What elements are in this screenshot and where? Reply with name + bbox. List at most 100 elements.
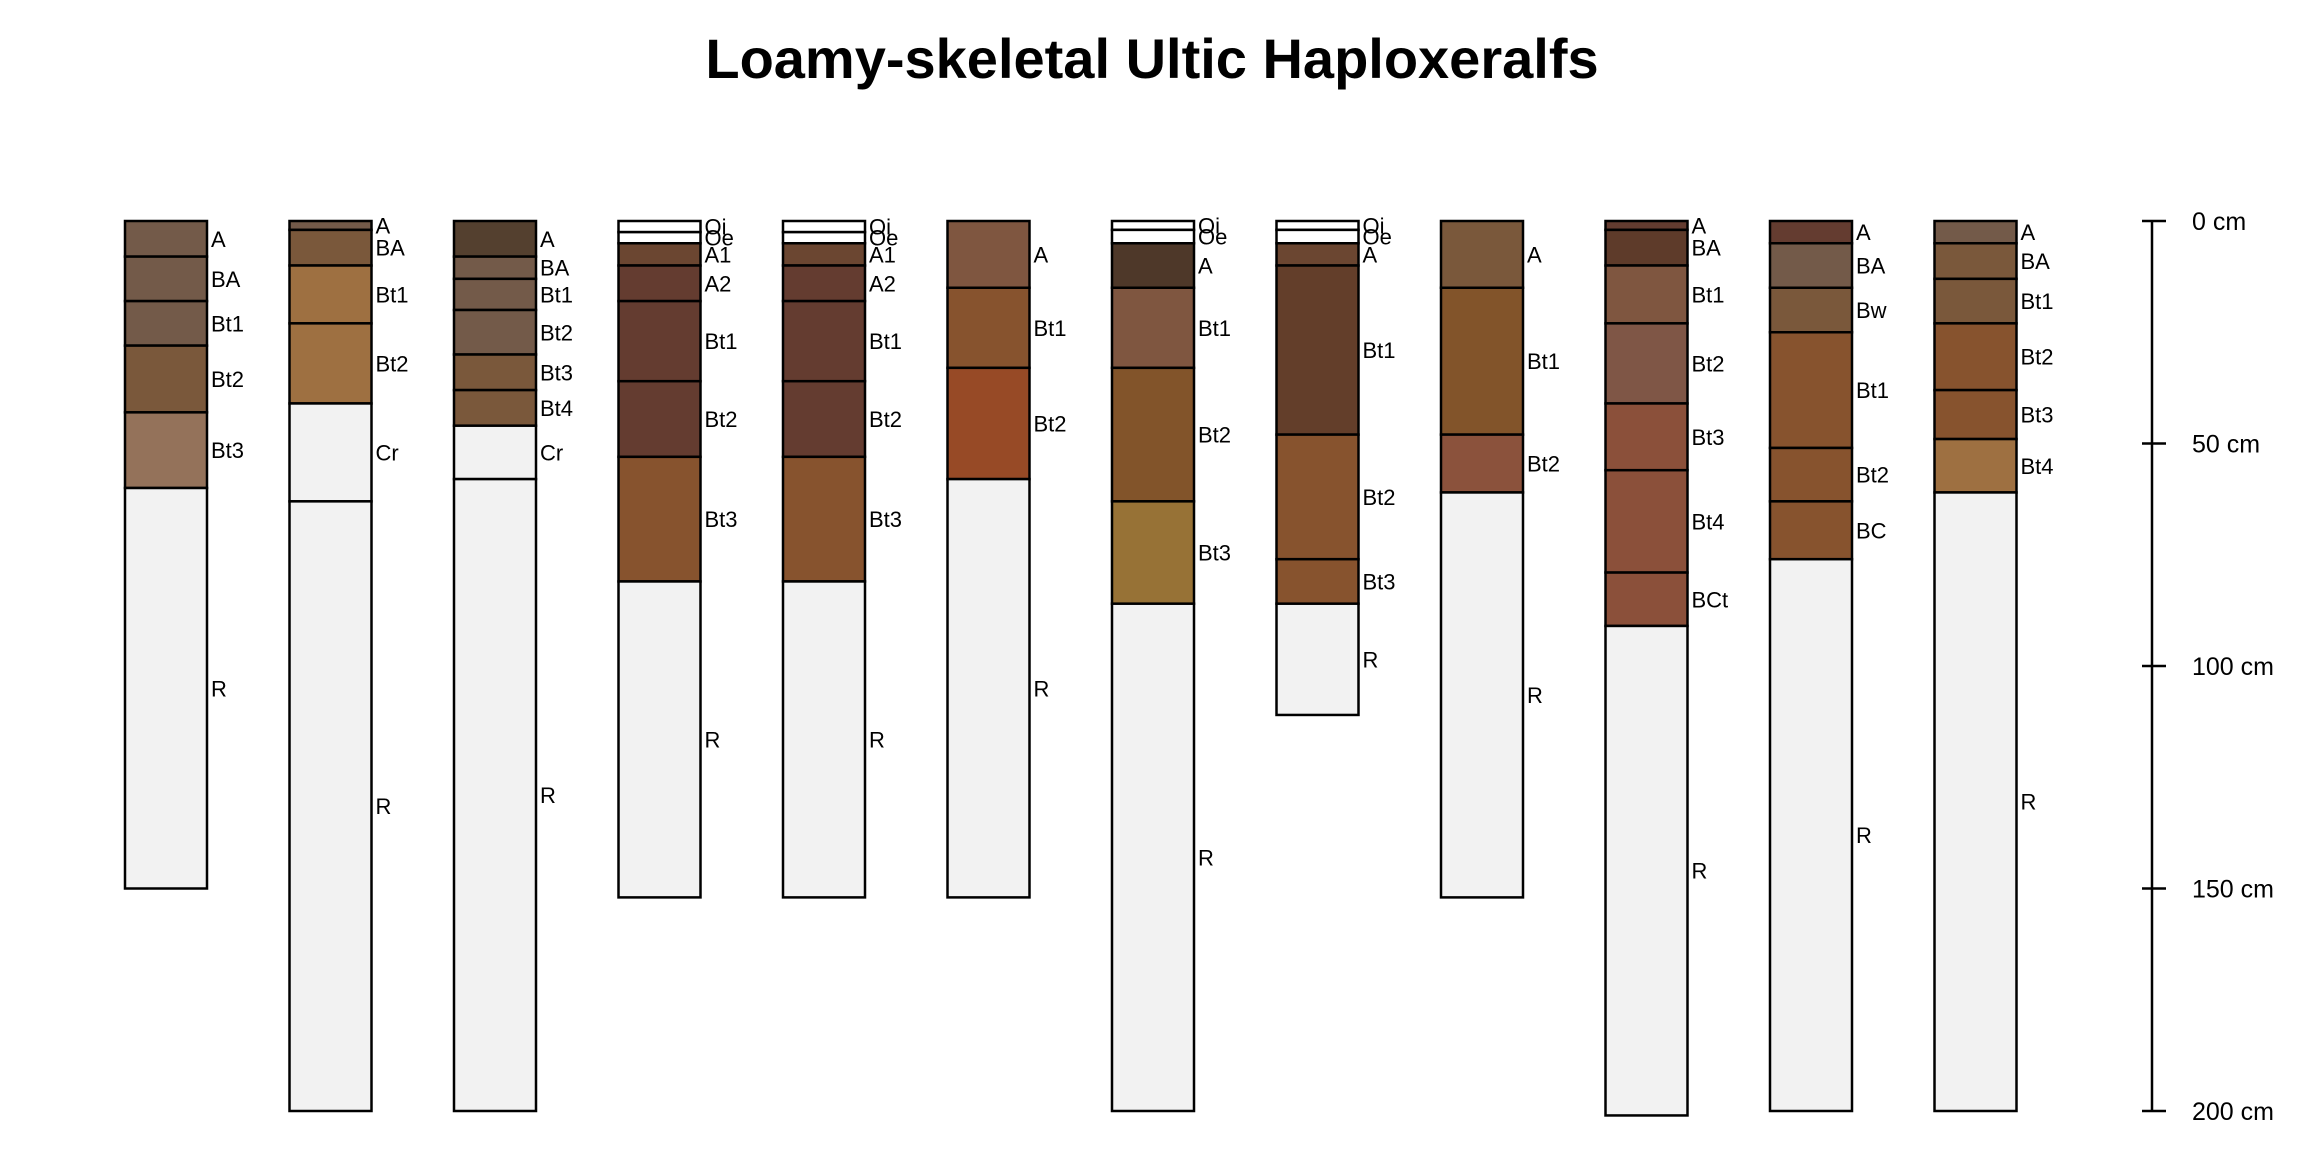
horizon-label: Oe xyxy=(1198,225,1227,250)
horizon-rect xyxy=(1933,219,2018,245)
horizon-rect xyxy=(1275,242,1360,267)
soil-profile: A Bt1 Bt2 R xyxy=(946,219,1067,899)
horizon-rect xyxy=(1604,624,1689,1117)
horizon-label: A2 xyxy=(869,271,896,296)
horizon-rect xyxy=(1110,602,1196,1113)
horizon-label: Bt1 xyxy=(1034,316,1067,341)
horizon-label: Bt3 xyxy=(211,438,244,463)
horizon-rect xyxy=(452,308,538,356)
horizon-label: A xyxy=(1034,242,1049,267)
horizon-rect xyxy=(452,219,538,258)
horizon-label: Bt2 xyxy=(1034,411,1067,436)
horizon-label: A xyxy=(1856,220,1871,245)
horizon-label: Oi xyxy=(869,215,891,240)
horizon-label: Bt1 xyxy=(2021,289,2054,314)
horizon-rect xyxy=(288,322,373,405)
profiles-group: ABABt1Bt2Bt3RABABt1Bt2CrRABABt1Bt2Bt3Bt4… xyxy=(123,213,2054,1117)
horizon-label: BA xyxy=(211,267,241,292)
horizon-rect xyxy=(1439,286,1525,436)
horizon-label: Bt3 xyxy=(540,360,573,385)
horizon-rect xyxy=(781,242,867,267)
horizon-rect xyxy=(1439,433,1525,494)
horizon-label: Bt2 xyxy=(1527,452,1560,477)
horizon-label: Oi xyxy=(1198,213,1220,238)
horizon-label: R xyxy=(2021,790,2037,815)
horizon-rect xyxy=(1439,219,1525,289)
horizon-label: Oe xyxy=(705,226,734,251)
horizon-rect xyxy=(288,228,373,267)
horizon-label: Bt2 xyxy=(1692,351,1725,376)
horizon-label: Cr xyxy=(540,440,563,465)
horizon-rect xyxy=(1275,557,1360,605)
horizon-rect xyxy=(1933,437,2018,494)
horizon-rect xyxy=(617,230,702,245)
horizon-label: A xyxy=(1363,242,1378,267)
horizon-label: Bt4 xyxy=(540,396,573,421)
horizon-label: Oi xyxy=(705,215,727,240)
horizon-rect xyxy=(1110,242,1196,289)
soil-profile: A BA Bt1 Bt2 Bt3 R xyxy=(123,219,244,890)
horizon-rect xyxy=(617,299,702,383)
horizon-label: Bt2 xyxy=(705,407,738,432)
horizon-label: R xyxy=(1198,845,1214,870)
horizon-rect xyxy=(946,366,1031,481)
horizon-label: Bt1 xyxy=(1856,378,1889,403)
horizon-rect xyxy=(1768,242,1854,289)
horizon-label: Bt1 xyxy=(211,311,244,336)
horizon-rect xyxy=(1275,228,1360,245)
horizon-label: R xyxy=(1692,859,1708,884)
horizon-rect xyxy=(617,580,702,899)
horizon-rect xyxy=(1110,219,1196,232)
horizon-label: R xyxy=(1527,683,1543,708)
horizon-rect xyxy=(1768,286,1854,334)
horizon-rect xyxy=(781,455,867,583)
horizon-rect xyxy=(452,424,538,481)
horizon-label: Bt2 xyxy=(1856,463,1889,488)
soil-profile: A BA Bt1 Bt2 Bt3 Bt4 R xyxy=(1933,219,2054,1113)
horizon-label: Oe xyxy=(1363,225,1392,250)
horizon-label: A xyxy=(1198,254,1213,279)
horizon-label: R xyxy=(705,727,721,752)
horizon-label: Oi xyxy=(1363,213,1385,238)
soil-profile: A BA Bw Bt1 Bt2 BC R xyxy=(1768,219,1889,1113)
horizon-rect xyxy=(1768,500,1854,561)
horizon-rect xyxy=(1604,402,1689,472)
horizon-label: A xyxy=(1692,213,1707,238)
depth-tick-label: 50 cm xyxy=(2192,431,2260,459)
horizon-label: Bt4 xyxy=(1692,509,1725,534)
horizon-rect xyxy=(1933,491,2018,1113)
horizon-label: BA xyxy=(540,256,570,281)
horizon-rect xyxy=(1768,331,1854,450)
horizon-rect xyxy=(1604,571,1689,628)
horizon-rect xyxy=(617,264,702,303)
horizon-label: A xyxy=(540,227,555,252)
horizon-rect xyxy=(288,264,373,325)
horizon-rect xyxy=(1439,491,1525,899)
depth-tick-label: 150 cm xyxy=(2192,876,2274,904)
horizon-rect xyxy=(452,277,538,312)
horizon-label: R xyxy=(1856,823,1872,848)
horizon-label: Bt3 xyxy=(869,507,902,532)
horizon-rect xyxy=(288,500,373,1113)
horizon-label: Bt3 xyxy=(1363,569,1396,594)
horizon-rect xyxy=(123,411,209,490)
horizon-rect xyxy=(1768,557,1854,1113)
horizon-rect xyxy=(1604,219,1689,232)
horizon-rect xyxy=(123,486,209,890)
horizon-label: Bt2 xyxy=(1363,485,1396,510)
horizon-rect xyxy=(1110,286,1196,370)
depth-tick-label: 0 cm xyxy=(2192,208,2246,236)
horizon-label: Bt1 xyxy=(705,329,738,354)
horizon-label: A xyxy=(211,227,226,252)
soil-profile: A Bt1 Bt2 R xyxy=(1439,219,1560,899)
horizon-rect xyxy=(123,219,209,258)
horizon-rect xyxy=(1933,277,2018,325)
horizon-rect xyxy=(1110,366,1196,503)
horizon-rect xyxy=(781,219,867,234)
horizon-rect xyxy=(1275,264,1360,436)
horizon-rect xyxy=(123,344,209,414)
